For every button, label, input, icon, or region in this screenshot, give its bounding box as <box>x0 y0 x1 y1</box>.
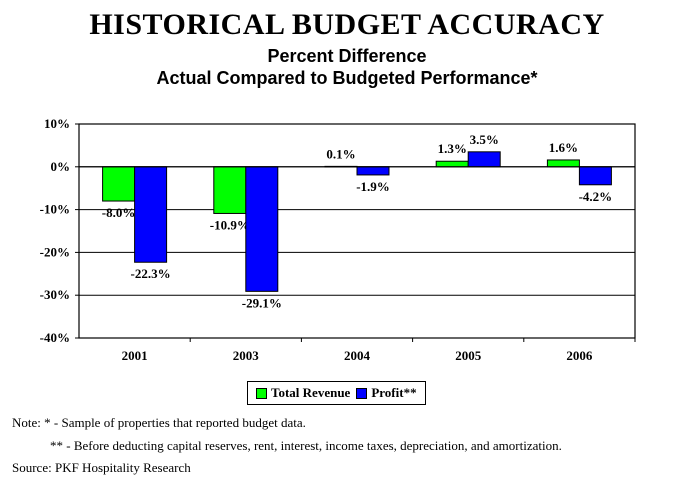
y-tick-label: -30% <box>40 287 70 302</box>
legend-label-profit: Profit** <box>371 385 417 400</box>
x-tick-label: 2004 <box>344 348 371 363</box>
data-label: -22.3% <box>131 266 171 281</box>
x-tick-label: 2003 <box>233 348 260 363</box>
x-tick-label: 2001 <box>122 348 148 363</box>
bar <box>356 166 390 176</box>
data-label: 1.6% <box>549 140 578 155</box>
bar <box>245 166 279 292</box>
data-label: 1.3% <box>438 141 467 156</box>
data-label: -8.0% <box>102 205 136 220</box>
note-line-2: ** - Before deducting capital reserves, … <box>50 438 562 453</box>
data-label: -4.2% <box>579 189 613 204</box>
y-tick-label: -10% <box>40 202 70 217</box>
bar <box>546 159 580 168</box>
data-label: 3.5% <box>470 132 499 147</box>
bar <box>467 151 501 168</box>
chart-title: HISTORICAL BUDGET ACCURACY <box>89 8 605 41</box>
y-tick-label: 10% <box>44 116 70 131</box>
x-tick-label: 2006 <box>566 348 593 363</box>
legend-swatch-total-revenue <box>256 387 267 399</box>
data-label: 0.1% <box>326 146 355 161</box>
x-tick-label: 2005 <box>455 348 482 363</box>
plot-area-border <box>78 123 636 339</box>
bar <box>102 166 136 202</box>
legend-item-profit: Profit** <box>356 385 417 401</box>
bar <box>578 166 612 186</box>
y-tick-label: -40% <box>40 330 70 345</box>
data-label: -29.1% <box>242 295 282 310</box>
legend-item-total-revenue: Total Revenue <box>256 385 350 401</box>
note-line-1: Note: * - Sample of properties that repo… <box>12 415 306 430</box>
bar <box>134 166 168 263</box>
source-line: Source: PKF Hospitality Research <box>12 460 191 475</box>
data-label: -10.9% <box>210 217 250 232</box>
chart-subtitle-2: Actual Compared to Budgeted Performance* <box>156 68 538 88</box>
legend-swatch-profit <box>356 387 368 399</box>
bar <box>213 166 247 214</box>
chart-subtitle: Percent Difference <box>267 46 427 66</box>
legend: Total Revenue Profit** <box>247 381 426 405</box>
data-label: -1.9% <box>356 179 390 194</box>
legend-label-total-revenue: Total Revenue <box>271 385 351 400</box>
y-tick-label: -20% <box>40 244 70 259</box>
bar <box>435 160 469 168</box>
y-tick-label: 0% <box>51 159 71 174</box>
